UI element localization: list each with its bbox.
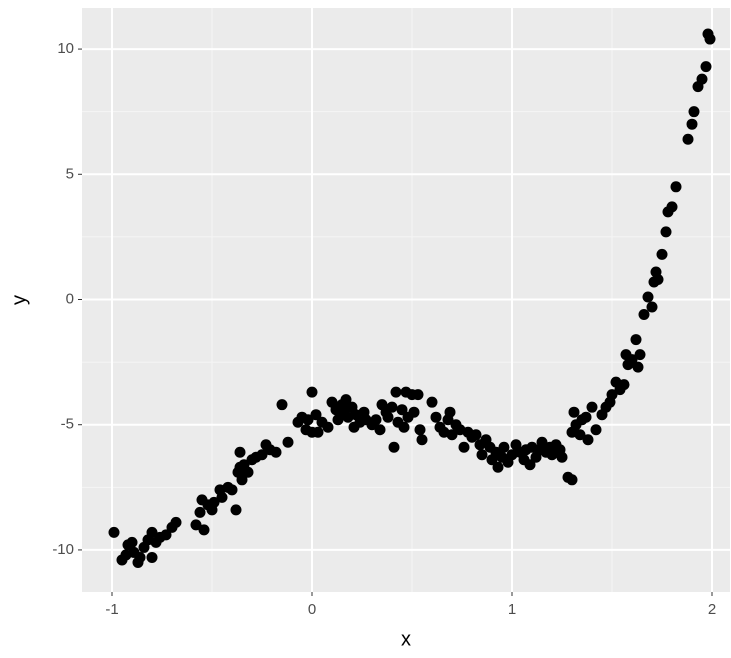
point — [322, 421, 334, 433]
point — [652, 273, 664, 285]
point — [374, 424, 386, 436]
point — [696, 73, 708, 85]
point — [134, 551, 146, 563]
x-axis-title: x — [401, 628, 411, 650]
point — [590, 424, 602, 436]
point — [426, 396, 438, 408]
point — [216, 491, 228, 503]
point — [386, 401, 398, 413]
point — [194, 506, 206, 518]
point — [632, 361, 644, 373]
y-tick-label: -10 — [52, 541, 74, 558]
point — [476, 449, 488, 461]
point — [310, 409, 322, 421]
point — [646, 301, 658, 313]
point — [108, 526, 120, 538]
y-axis-title: y — [8, 295, 30, 305]
x-tick-label: 2 — [708, 601, 716, 618]
point — [618, 379, 630, 391]
point — [574, 429, 586, 441]
point — [582, 434, 594, 446]
point — [634, 349, 646, 361]
point — [704, 33, 716, 45]
point — [412, 389, 424, 401]
point — [536, 436, 548, 448]
point — [524, 459, 536, 471]
point — [660, 226, 672, 238]
point — [234, 446, 246, 458]
point — [390, 386, 402, 398]
point — [306, 386, 318, 398]
point — [282, 436, 294, 448]
point — [146, 551, 158, 563]
y-tick-label: 10 — [57, 40, 74, 57]
point — [498, 441, 510, 453]
point — [666, 201, 678, 213]
x-tick-label: -1 — [105, 601, 118, 618]
point — [606, 389, 618, 401]
point — [630, 334, 642, 346]
point — [656, 248, 668, 260]
point — [444, 406, 456, 418]
point — [242, 466, 254, 478]
point — [492, 461, 504, 473]
point — [470, 429, 482, 441]
point — [682, 133, 694, 145]
point — [340, 394, 352, 406]
point — [236, 474, 248, 486]
x-tick-label: 0 — [308, 601, 316, 618]
y-tick-label: 0 — [66, 290, 74, 307]
point — [302, 414, 314, 426]
point — [198, 524, 210, 536]
point — [430, 411, 442, 423]
point — [398, 421, 410, 433]
point — [638, 309, 650, 321]
point — [382, 411, 394, 423]
point — [568, 406, 580, 418]
point — [226, 484, 238, 496]
y-tick-label: 5 — [66, 165, 74, 182]
point — [332, 414, 344, 426]
point — [270, 446, 282, 458]
point — [670, 181, 682, 193]
point — [446, 429, 458, 441]
point — [686, 118, 698, 130]
point — [642, 291, 654, 303]
point — [586, 401, 598, 413]
point — [408, 406, 420, 418]
point — [566, 474, 578, 486]
point — [546, 449, 558, 461]
point — [388, 441, 400, 453]
point — [230, 504, 242, 516]
point — [458, 441, 470, 453]
point — [312, 426, 324, 438]
point — [170, 516, 182, 528]
point — [160, 529, 172, 541]
point — [626, 354, 638, 366]
point — [146, 526, 158, 538]
point — [276, 399, 288, 411]
point — [208, 496, 220, 508]
point — [370, 414, 382, 426]
point — [190, 519, 202, 531]
point — [688, 106, 700, 118]
point — [580, 411, 592, 423]
point — [556, 451, 568, 463]
point — [416, 434, 428, 446]
point — [256, 449, 268, 461]
point — [126, 536, 138, 548]
point — [414, 424, 426, 436]
y-tick-label: -5 — [61, 416, 74, 433]
point — [700, 61, 712, 73]
x-tick-label: 1 — [508, 601, 516, 618]
point — [396, 404, 408, 416]
